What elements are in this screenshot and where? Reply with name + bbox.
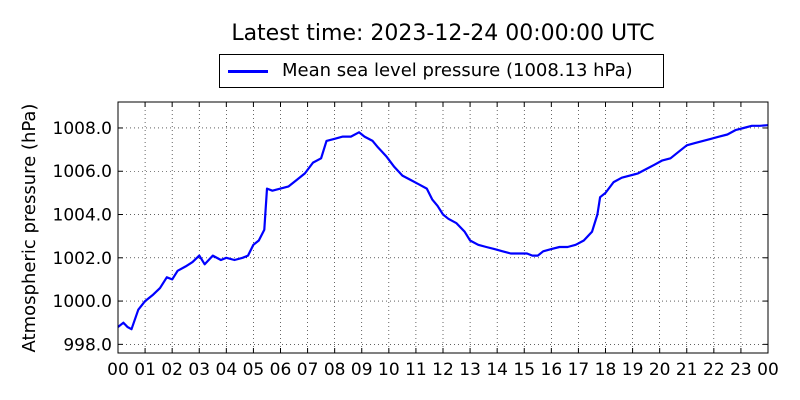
x-tick-label: 17 xyxy=(568,360,590,380)
series-line-pressure xyxy=(117,124,769,331)
plot-frame xyxy=(117,101,769,354)
axis-ticks xyxy=(117,102,769,353)
x-tick-label: 09 xyxy=(351,360,373,380)
y-tick-label: 1000.0 xyxy=(53,292,112,312)
x-tick-label: 14 xyxy=(486,360,508,380)
chart-title: Latest time: 2023-12-24 00:00:00 UTC xyxy=(231,21,655,46)
series-layer xyxy=(117,124,769,331)
x-tick-label: 21 xyxy=(676,360,698,380)
x-tick-label: 05 xyxy=(243,360,265,380)
x-tick-label: 10 xyxy=(378,360,400,380)
x-tick-label: 19 xyxy=(622,360,644,380)
x-tick-label: 23 xyxy=(730,360,752,380)
legend: Mean sea level pressure (1008.13 hPa) xyxy=(219,54,664,88)
x-tick-labels: 00 01 02 03 04 05 06 07 08 09 10 11 12 13 14 15 16 17 18 19… xyxy=(107,360,779,380)
x-tick-label: 06 xyxy=(270,360,292,380)
x-tick-label: 08 xyxy=(324,360,346,380)
x-tick-label: 00 xyxy=(107,360,129,380)
y-tick-labels: 998.0 1000.0 1002.0 1004.0 1006.0 1008.0 xyxy=(53,119,112,355)
x-tick-label: 15 xyxy=(513,360,535,380)
x-tick-label: 03 xyxy=(188,360,210,380)
x-tick-label: 22 xyxy=(703,360,725,380)
x-tick-label: 00 xyxy=(757,360,779,380)
x-tick-label: 20 xyxy=(649,360,671,380)
x-tick-label: 04 xyxy=(216,360,238,380)
y-tick-label: 998.0 xyxy=(63,335,112,355)
y-axis-label: Atmospheric pressure (hPa) xyxy=(19,104,40,353)
x-tick-label: 18 xyxy=(595,360,617,380)
legend-swatch-pressure xyxy=(228,70,268,73)
y-tick-label: 1004.0 xyxy=(53,206,112,226)
x-tick-label: 12 xyxy=(432,360,454,380)
x-tick-label: 07 xyxy=(297,360,319,380)
x-tick-label: 11 xyxy=(405,360,427,380)
x-tick-label: 01 xyxy=(134,360,156,380)
y-tick-label: 1008.0 xyxy=(53,119,112,139)
x-tick-label: 13 xyxy=(459,360,481,380)
y-tick-label: 1006.0 xyxy=(53,162,112,182)
x-tick-label: 16 xyxy=(541,360,563,380)
x-tick-label: 02 xyxy=(161,360,183,380)
y-tick-label: 1002.0 xyxy=(53,249,112,269)
grid-lines xyxy=(118,102,768,353)
legend-label-pressure: Mean sea level pressure (1008.13 hPa) xyxy=(282,60,633,81)
